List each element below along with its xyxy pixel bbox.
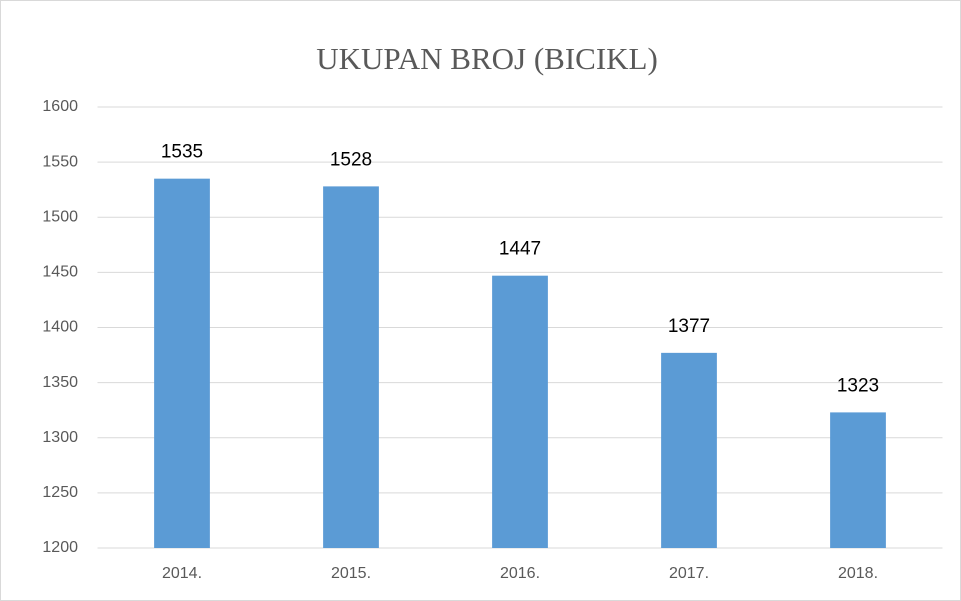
y-tick-label: 1200 xyxy=(42,539,78,556)
bar xyxy=(492,275,548,548)
x-tick-label: 2014. xyxy=(162,565,202,582)
bar xyxy=(830,412,886,548)
y-tick-label: 1500 xyxy=(42,208,78,225)
data-label: 1447 xyxy=(499,239,541,260)
data-label: 1323 xyxy=(837,375,879,396)
x-tick-label: 2015. xyxy=(331,565,371,582)
chart-title: UKUPAN BROJ (BICIKL) xyxy=(316,41,658,76)
bar xyxy=(323,186,379,548)
data-label: 1535 xyxy=(161,142,203,163)
data-label: 1377 xyxy=(668,316,710,337)
bar xyxy=(661,352,717,548)
y-tick-label: 1250 xyxy=(42,484,78,501)
bar xyxy=(154,178,210,548)
y-tick-label: 1450 xyxy=(42,264,78,281)
y-tick-label: 1550 xyxy=(42,153,78,170)
y-tick-label: 1400 xyxy=(42,319,78,336)
data-label: 1528 xyxy=(330,149,372,170)
y-tick-label: 1300 xyxy=(42,429,78,446)
y-tick-label: 1350 xyxy=(42,374,78,391)
x-tick-label: 2018. xyxy=(838,565,878,582)
y-tick-label: 1600 xyxy=(42,98,78,115)
x-tick-label: 2016. xyxy=(500,565,540,582)
x-tick-label: 2017. xyxy=(669,565,709,582)
